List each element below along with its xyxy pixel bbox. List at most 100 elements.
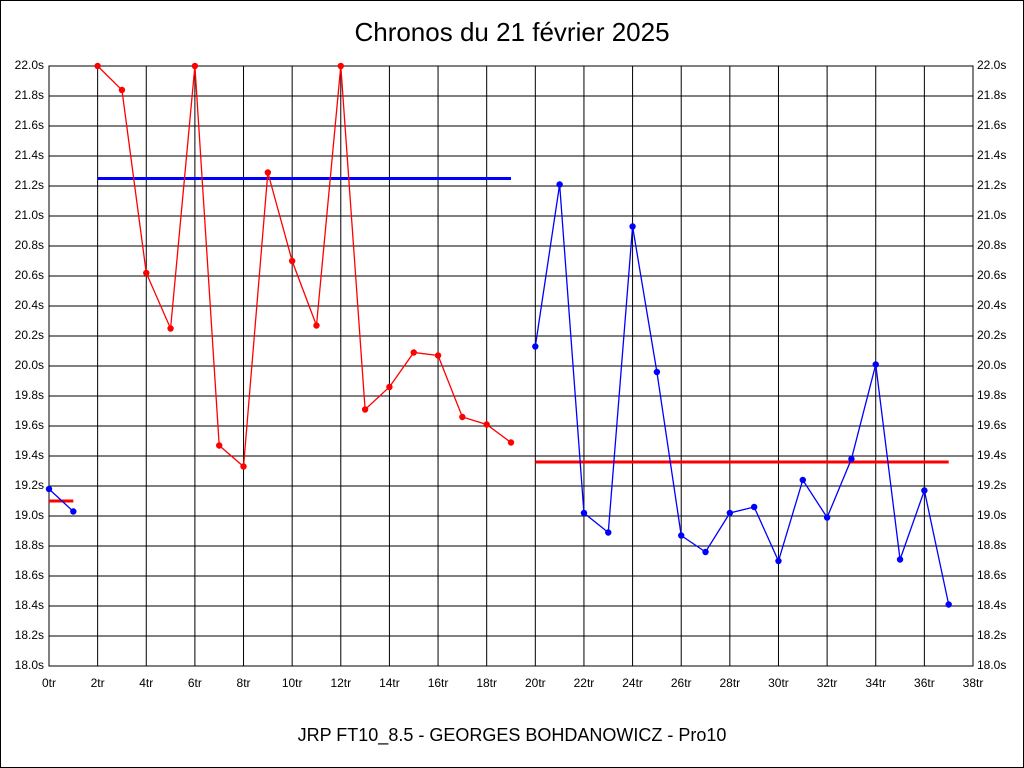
x-tick-label: 22tr (574, 676, 595, 690)
point (507, 439, 515, 446)
point (726, 509, 734, 517)
x-tick-label: 28tr (719, 676, 740, 690)
y2-tick-label: 19.2s (977, 478, 1006, 492)
y-tick-label: 20.0s (15, 358, 44, 372)
point (872, 361, 879, 368)
y2-tick-label: 20.6s (977, 268, 1006, 282)
y-tick-label: 19.4s (15, 448, 44, 462)
point (313, 322, 320, 329)
y2-tick-label: 18.6s (977, 568, 1006, 582)
point (386, 383, 393, 391)
y-tick-label: 19.2s (15, 478, 44, 492)
point (459, 413, 466, 421)
y2-tick-label: 20.2s (977, 328, 1006, 342)
y2-tick-label: 19.0s (977, 508, 1006, 522)
chart-title: Chronos du 21 février 2025 (354, 17, 669, 47)
y2-tick-label: 21.6s (977, 118, 1006, 132)
point (896, 556, 904, 563)
y-tick-label: 19.0s (15, 508, 44, 522)
point (532, 343, 539, 350)
y2-tick-label: 19.8s (977, 388, 1006, 402)
x-tick-label: 20tr (525, 676, 546, 690)
point (288, 257, 296, 265)
point (410, 349, 417, 356)
point (264, 169, 272, 176)
x-tick-label: 6tr (188, 676, 202, 690)
point (143, 269, 150, 277)
y-tick-label: 21.6s (15, 118, 44, 132)
x-tick-label: 38tr (963, 676, 984, 690)
y-tick-label: 21.8s (15, 88, 44, 102)
point (167, 325, 174, 332)
point (240, 463, 247, 470)
x-tick-label: 10tr (282, 676, 303, 690)
y-tick-label: 19.6s (15, 418, 44, 432)
y-tick-label: 18.8s (15, 538, 44, 552)
point (605, 529, 612, 536)
point (848, 455, 855, 463)
x-tick-label: 24tr (622, 676, 643, 690)
x-tick-label: 18tr (476, 676, 497, 690)
y-tick-label: 18.0s (15, 658, 44, 672)
x-tick-label: 2tr (91, 676, 105, 690)
point (556, 181, 563, 188)
y-tick-label: 19.8s (15, 388, 44, 402)
point (216, 442, 223, 449)
y2-tick-label: 20.4s (977, 298, 1006, 312)
x-tick-label: 36tr (914, 676, 935, 690)
point (580, 509, 588, 517)
y2-tick-label: 18.2s (977, 628, 1006, 642)
point (629, 223, 636, 230)
x-tick-label: 16tr (428, 676, 449, 690)
chart-footer: JRP FT10_8.5 - GEORGES BOHDANOWICZ - Pro… (298, 725, 727, 746)
point (702, 548, 709, 556)
y-tick-label: 18.2s (15, 628, 44, 642)
point (750, 503, 758, 511)
point (945, 601, 952, 608)
y2-tick-label: 21.4s (977, 148, 1006, 162)
x-tick-label: 8tr (237, 676, 251, 690)
point (191, 62, 199, 70)
point (94, 62, 101, 70)
y2-tick-label: 21.2s (977, 178, 1006, 192)
series-line (48, 488, 74, 512)
point (799, 476, 806, 484)
point (434, 352, 442, 359)
y-tick-label: 18.4s (15, 598, 44, 612)
point (118, 86, 126, 94)
y-tick-label: 20.8s (15, 238, 44, 252)
y-tick-label: 22.0s (15, 58, 44, 72)
y-tick-label: 20.6s (15, 268, 44, 282)
y2-tick-label: 19.4s (977, 448, 1006, 462)
point (921, 487, 928, 494)
point (45, 485, 53, 493)
y2-tick-label: 21.0s (977, 208, 1006, 222)
y-tick-label: 20.4s (15, 298, 44, 312)
x-tick-label: 4tr (139, 676, 153, 690)
y2-tick-label: 21.8s (977, 88, 1006, 102)
plot-border (48, 65, 974, 667)
x-tick-label: 14tr (379, 676, 400, 690)
y2-tick-label: 18.8s (977, 538, 1006, 552)
x-tick-label: 0tr (42, 676, 56, 690)
point (678, 532, 685, 539)
point (337, 62, 344, 70)
point (361, 406, 369, 413)
point (823, 514, 831, 521)
x-tick-label: 32tr (817, 676, 838, 690)
y2-tick-label: 20.0s (977, 358, 1006, 372)
y2-tick-label: 22.0s (977, 58, 1006, 72)
y-tick-label: 18.6s (15, 568, 44, 582)
y2-tick-label: 18.4s (977, 598, 1006, 612)
y2-tick-label: 19.6s (977, 418, 1006, 432)
y2-tick-label: 18.0s (977, 658, 1006, 672)
point (483, 421, 490, 428)
x-tick-label: 34tr (865, 676, 886, 690)
y-tick-label: 21.2s (15, 178, 44, 192)
y-tick-label: 21.0s (15, 208, 44, 222)
x-tick-label: 26tr (671, 676, 692, 690)
y-tick-label: 20.2s (15, 328, 44, 342)
series-line (534, 184, 950, 605)
